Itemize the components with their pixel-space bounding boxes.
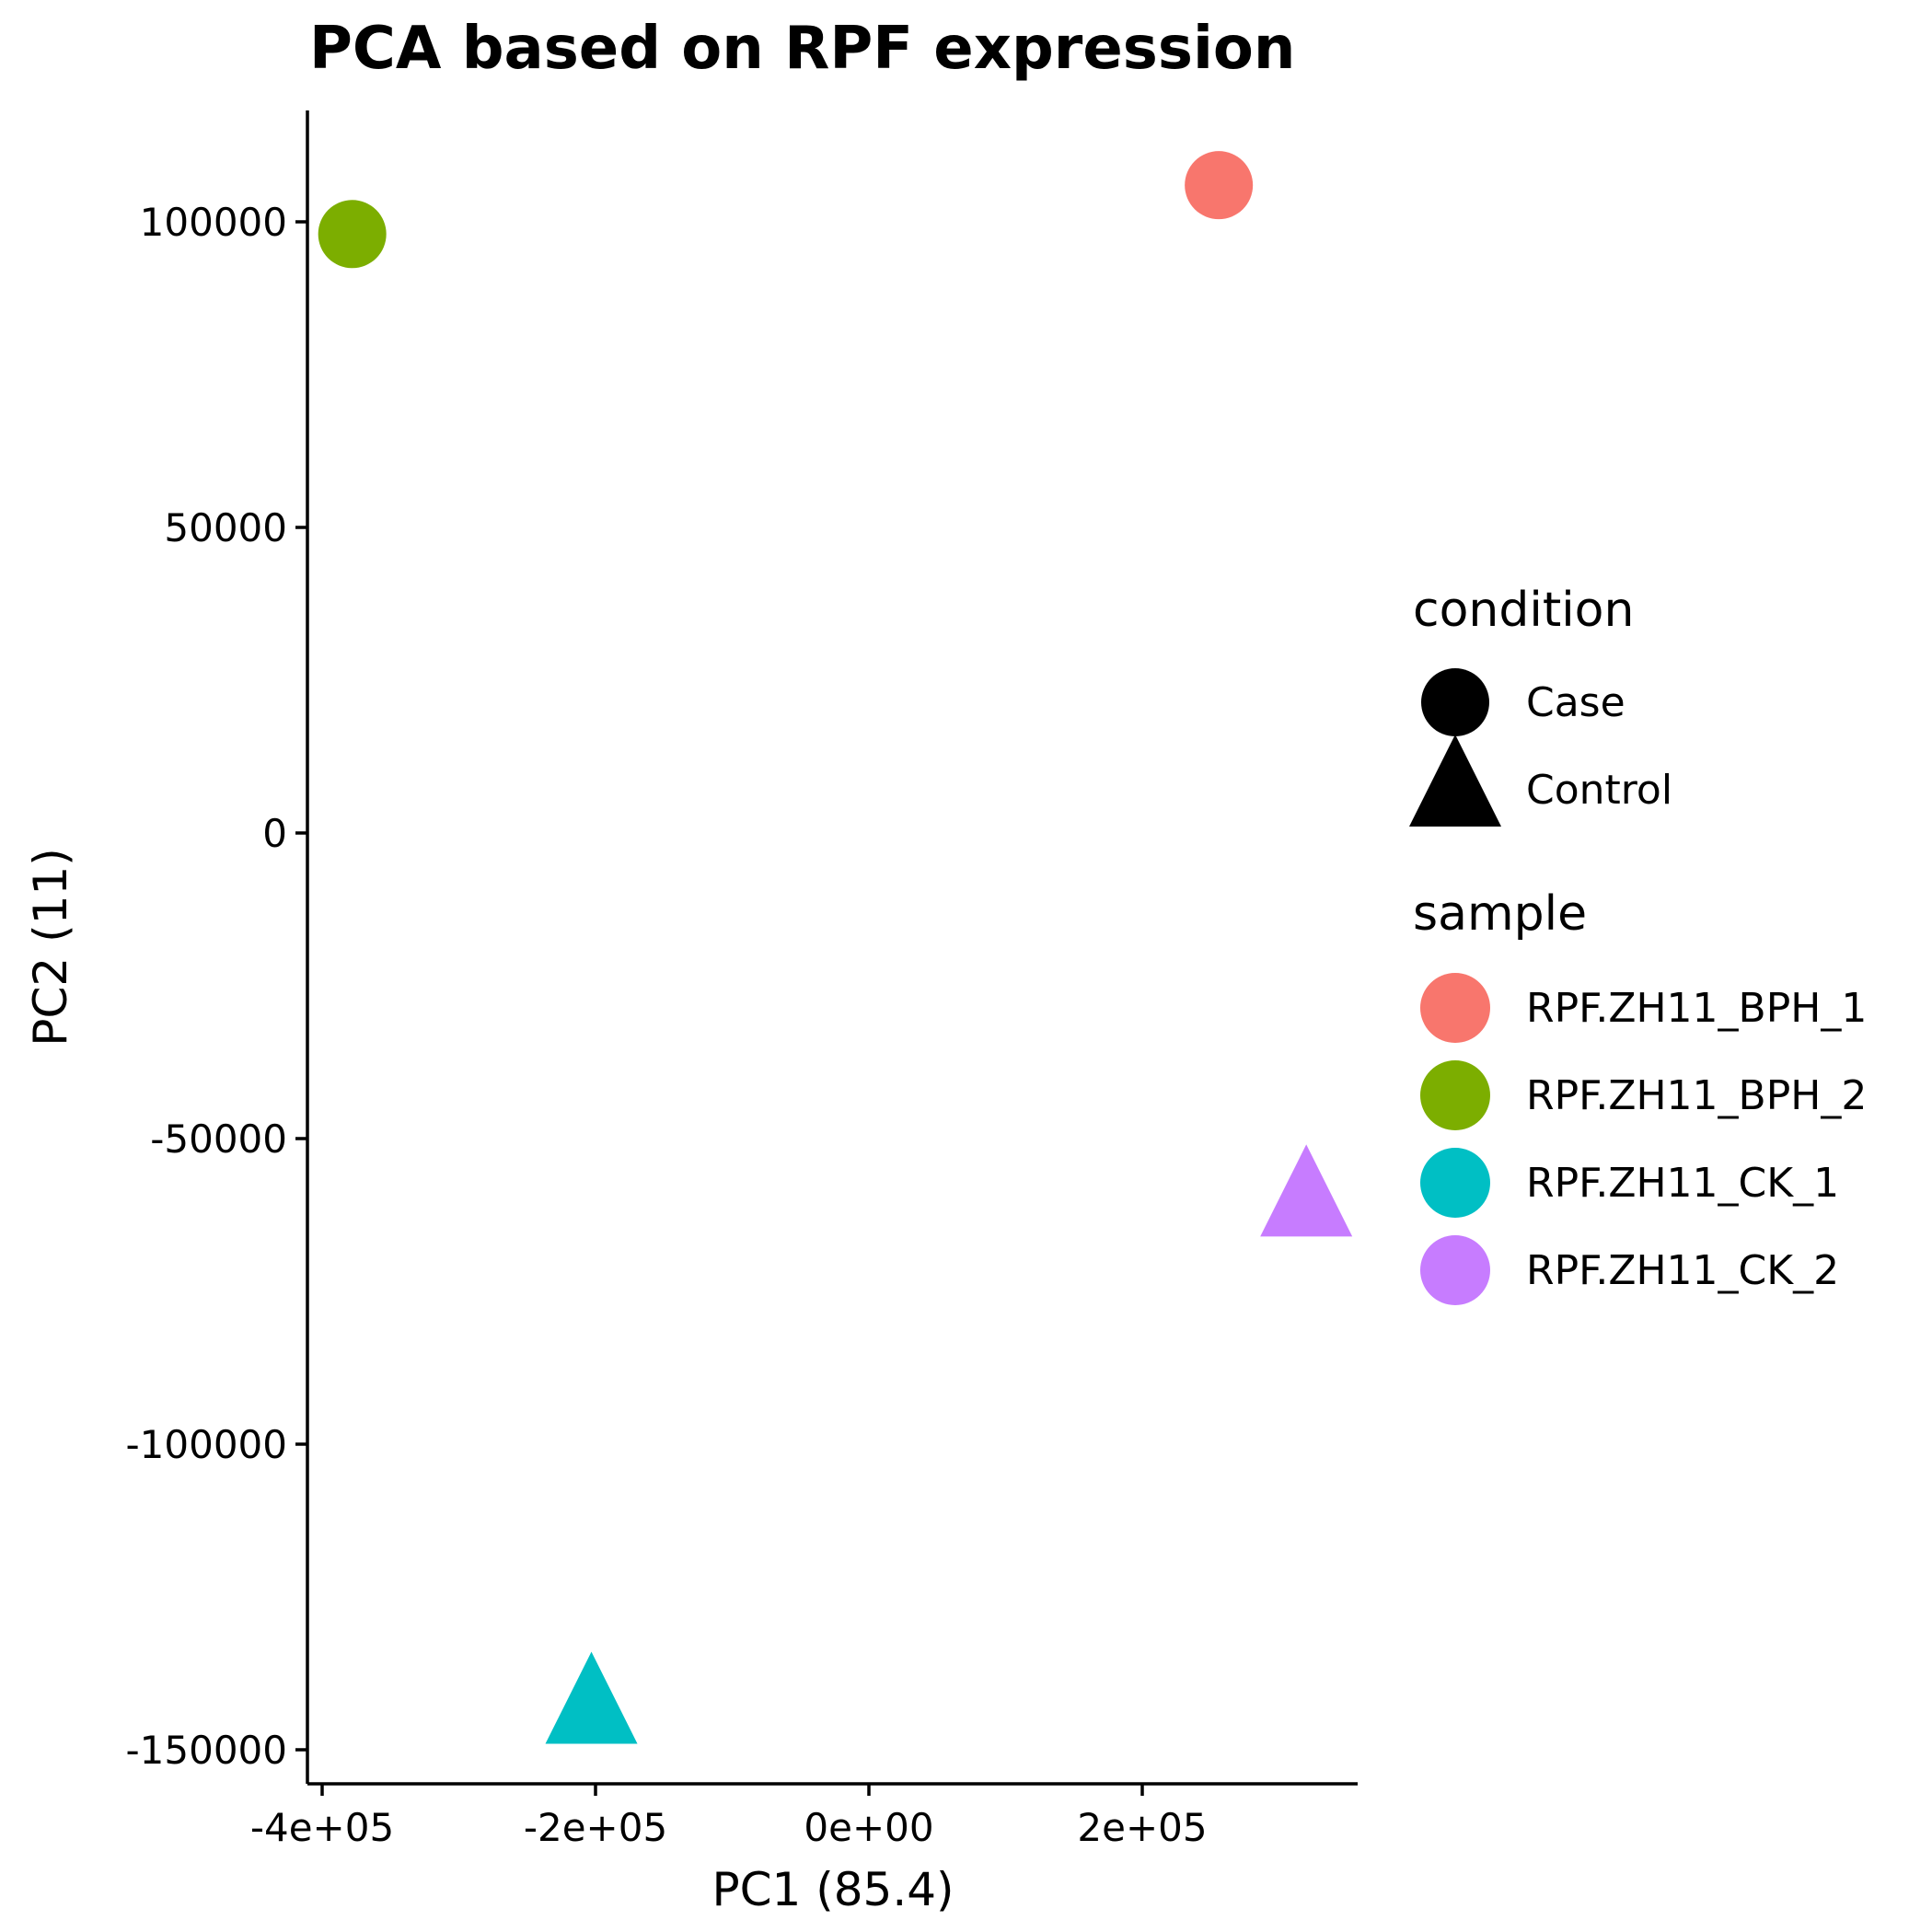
legend-condition-title: condition xyxy=(1413,583,1634,638)
y-axis-ticks: 100000 50000 0 -50000 -100000 -150000 xyxy=(126,200,307,1773)
data-point-rpf-zh11-ck-1 xyxy=(545,1651,638,1744)
data-points xyxy=(318,151,1353,1744)
x-axis-ticks: -4e+05 -2e+05 0e+00 2e+05 xyxy=(250,1784,1208,1850)
y-tick-label: -150000 xyxy=(126,1728,288,1773)
x-tick-label: -2e+05 xyxy=(524,1805,667,1850)
chart-title: PCA based on RPF expression xyxy=(309,15,1295,83)
legend-sample-label: RPF.ZH11_BPH_2 xyxy=(1526,1072,1867,1119)
legend-sample: sample RPF.ZH11_BPH_1 RPF.ZH11_BPH_2 RPF.Z… xyxy=(1413,886,1867,1305)
x-axis-title: PC1 (85.4) xyxy=(711,1863,954,1916)
legend-condition: condition Case Control xyxy=(1409,583,1672,827)
y-tick-label: 50000 xyxy=(164,505,287,550)
legend-circle-icon xyxy=(1420,1060,1490,1130)
y-tick-label: 0 xyxy=(262,811,287,856)
legend-sample-title: sample xyxy=(1413,886,1587,942)
legend-triangle-icon xyxy=(1409,735,1501,827)
data-point-rpf-zh11-bph-2 xyxy=(318,200,387,269)
legend-circle-icon xyxy=(1420,1148,1490,1218)
x-tick-label: 0e+00 xyxy=(804,1805,933,1850)
x-tick-label: 2e+05 xyxy=(1077,1805,1207,1850)
legend-circle-icon xyxy=(1420,973,1490,1043)
x-tick-label: -4e+05 xyxy=(250,1805,394,1850)
legend-sample-label: RPF.ZH11_CK_2 xyxy=(1526,1247,1839,1294)
y-tick-label: -50000 xyxy=(150,1116,287,1162)
y-tick-label: 100000 xyxy=(140,200,287,245)
legend-condition-label: Case xyxy=(1526,679,1625,726)
legend-circle-icon xyxy=(1420,1235,1490,1305)
y-tick-label: -100000 xyxy=(126,1422,288,1467)
legend-sample-label: RPF.ZH11_BPH_1 xyxy=(1526,985,1867,1032)
data-point-rpf-zh11-bph-1 xyxy=(1185,151,1254,220)
legend-condition-label: Control xyxy=(1526,767,1672,814)
legend-sample-label: RPF.ZH11_CK_1 xyxy=(1526,1160,1839,1207)
y-axis-title: PC2 (11) xyxy=(24,848,77,1046)
legend-circle-icon xyxy=(1421,668,1489,736)
data-point-rpf-zh11-ck-2 xyxy=(1260,1144,1353,1237)
